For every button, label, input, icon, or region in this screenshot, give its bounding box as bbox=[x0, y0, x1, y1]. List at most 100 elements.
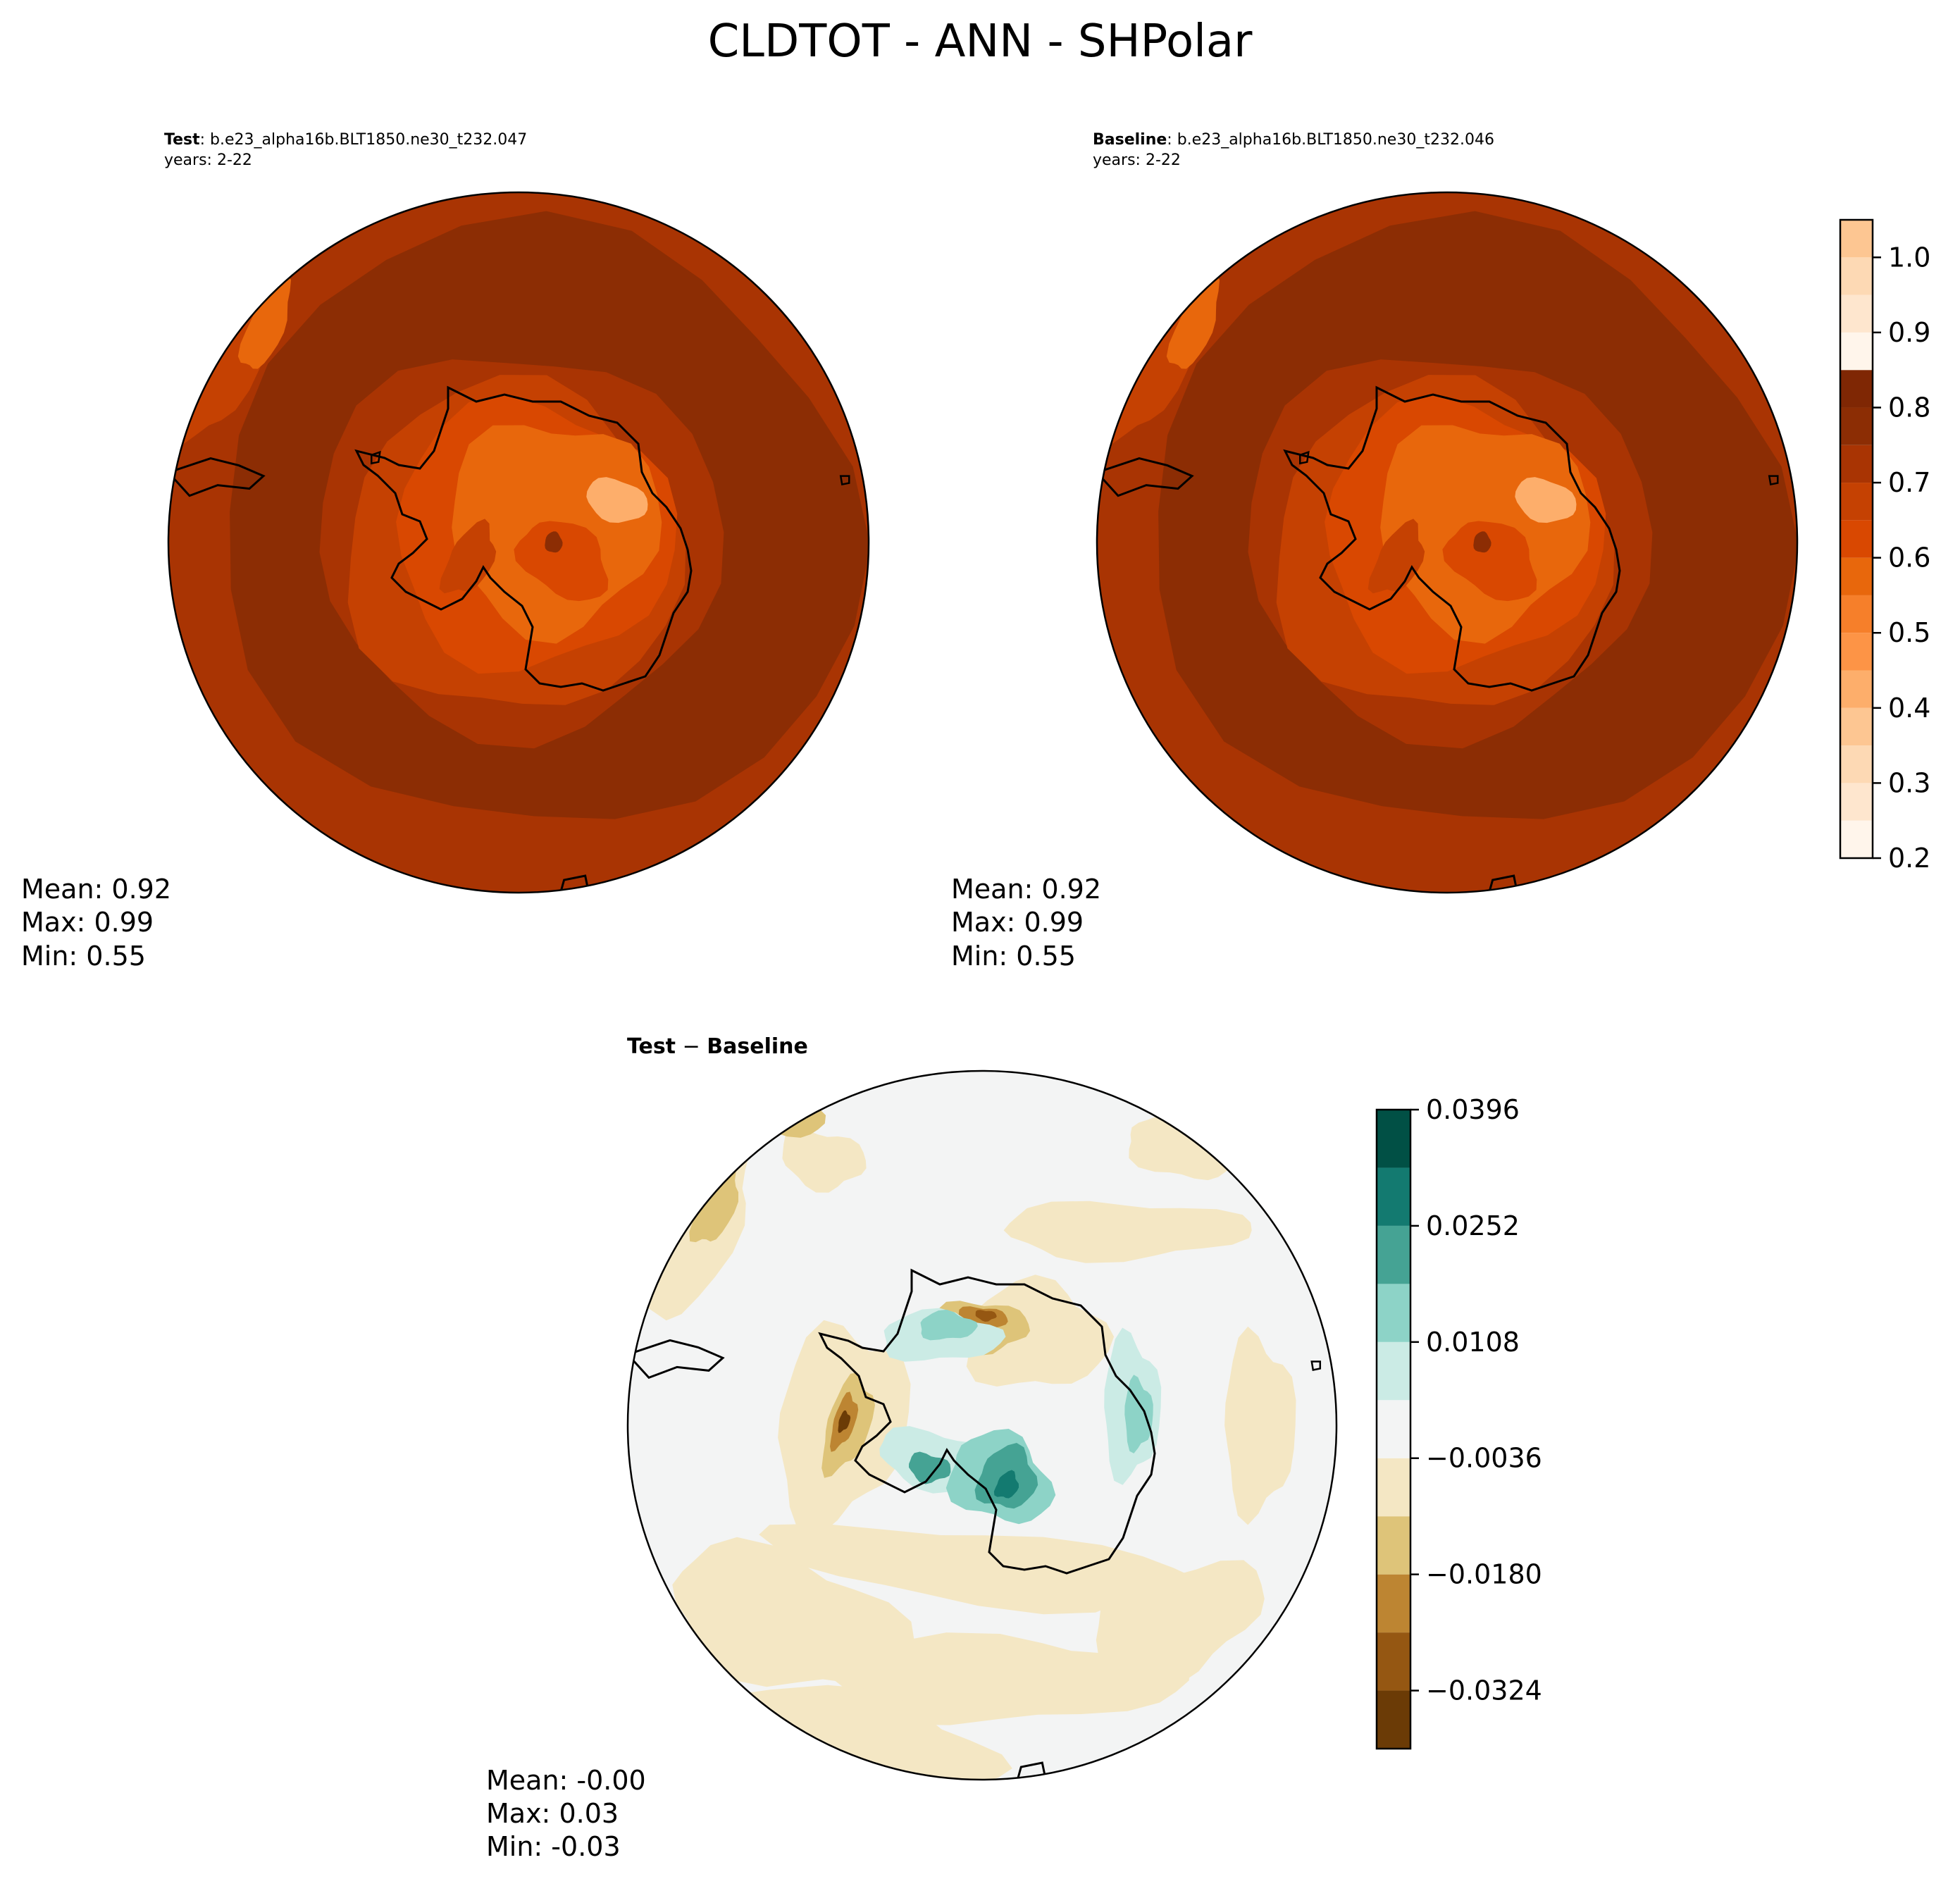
colorbar-seq-swatch bbox=[1840, 445, 1873, 483]
baseline-peninsula-band bbox=[1367, 519, 1425, 594]
colorbar-seq-swatch bbox=[1840, 820, 1873, 858]
baseline-south-america-coast bbox=[1097, 457, 1194, 497]
colorbar-div-tick-label: −0.0180 bbox=[1426, 1559, 1542, 1590]
test-panel-title: Test: b.e23_alpha16b.BLT1850.ne30_t232.0… bbox=[164, 131, 527, 149]
baseline-panel: Baseline: b.e23_alpha16b.BLT1850.ne30_t2… bbox=[951, 131, 1799, 972]
test-plateau-light bbox=[586, 477, 648, 523]
colorbar-div-tick-label: 0.0108 bbox=[1426, 1327, 1520, 1358]
colorbar-div-swatch bbox=[1377, 1574, 1410, 1633]
colorbar-div-swatch bbox=[1377, 1225, 1410, 1284]
colorbar-div-tick-label: 0.0396 bbox=[1426, 1094, 1520, 1125]
colorbar-seq-swatch bbox=[1840, 633, 1873, 671]
test-title-bold: Test bbox=[164, 131, 200, 149]
colorbar-seq-tick-label: 0.6 bbox=[1888, 542, 1930, 573]
colorbar-seq-tick-label: 0.4 bbox=[1888, 693, 1930, 724]
colorbar-sequential: 0.2 0.3 0.4 0.5 0.6 0.7 0.8 0.9 1.0 bbox=[1839, 218, 1930, 874]
colorbar-seq-swatch bbox=[1840, 783, 1873, 821]
baseline-kerguelen-coast bbox=[1768, 475, 1779, 486]
diff-negative-region bbox=[1129, 1114, 1234, 1181]
test-map-boundary bbox=[167, 191, 870, 894]
baseline-panel-title: Baseline: b.e23_alpha16b.BLT1850.ne30_t2… bbox=[1093, 131, 1494, 149]
test-dark-spot bbox=[545, 531, 563, 553]
colorbar-seq-tick-label: 0.2 bbox=[1888, 843, 1930, 874]
difference-stat-min: Min: -0.03 bbox=[486, 1831, 621, 1862]
baseline-title-rest: : b.e23_alpha16b.BLT1850.ne30_t232.046 bbox=[1167, 131, 1494, 149]
test-map bbox=[168, 192, 869, 893]
test-years: years: 2-22 bbox=[164, 151, 252, 169]
colorbar-div-tick-label: 0.0252 bbox=[1426, 1210, 1520, 1241]
diff-nz-coast bbox=[1016, 1761, 1047, 1780]
diff-kerguelen-coast bbox=[1310, 1360, 1322, 1371]
diff-negative-region bbox=[833, 1632, 1190, 1725]
diff-positive-strong bbox=[909, 1451, 951, 1484]
difference-stat-mean: Mean: -0.00 bbox=[486, 1765, 646, 1796]
test-stat-min: Min: 0.55 bbox=[21, 941, 146, 972]
colorbar-seq-swatch bbox=[1840, 707, 1873, 746]
diff-negative-region bbox=[1224, 1326, 1296, 1525]
baseline-map bbox=[1097, 192, 1797, 893]
diff-positive-region bbox=[920, 1309, 978, 1341]
colorbar-div-swatch bbox=[1377, 1167, 1410, 1226]
test-kerguelen-coast bbox=[839, 475, 850, 486]
colorbar-seq-tick-label: 1.0 bbox=[1888, 242, 1930, 273]
test-ocean-patch-light bbox=[237, 275, 292, 369]
colorbar-seq-swatch bbox=[1840, 483, 1873, 521]
test-antarctica-coast bbox=[354, 385, 693, 692]
figure-title: CLDTOT - ANN - SHPolar bbox=[708, 15, 1253, 68]
colorbar-div-swatch bbox=[1377, 1284, 1410, 1342]
baseline-stat-max: Max: 0.99 bbox=[951, 907, 1084, 938]
diff-negative-region bbox=[720, 1072, 826, 1138]
diff-title-op: − bbox=[676, 1034, 707, 1059]
colorbar-div-swatch bbox=[1377, 1341, 1410, 1401]
colorbar-seq-tick-label: 0.3 bbox=[1888, 767, 1930, 798]
colorbar-seq-tick-label: 0.8 bbox=[1888, 392, 1930, 423]
colorbar-seq-swatch bbox=[1840, 294, 1873, 333]
difference-stat-max: Max: 0.03 bbox=[486, 1798, 619, 1829]
colorbar-seq-swatch bbox=[1840, 520, 1873, 558]
baseline-years: years: 2-22 bbox=[1093, 151, 1181, 169]
colorbar-seq-tick-label: 0.9 bbox=[1888, 317, 1930, 348]
colorbar-div-swatch bbox=[1377, 1400, 1410, 1458]
test-south-america-coast bbox=[168, 457, 266, 497]
baseline-interior bbox=[1442, 521, 1537, 602]
baseline-stat-min: Min: 0.55 bbox=[951, 941, 1076, 972]
diff-positive-peak bbox=[993, 1470, 1019, 1499]
test-stat-max: Max: 0.99 bbox=[21, 907, 154, 938]
colorbar-diverging: −0.0324 −0.0180 −0.0036 0.0108 0.0252 0.0396 bbox=[1375, 1094, 1542, 1750]
diff-negative-region bbox=[782, 1129, 867, 1193]
test-stat-mean: Mean: 0.92 bbox=[21, 874, 171, 905]
diff-negative-region bbox=[672, 1537, 914, 1687]
baseline-map-boundary bbox=[1096, 191, 1799, 894]
colorbar-div-swatch bbox=[1377, 1632, 1410, 1691]
colorbar-seq-frame bbox=[1839, 218, 1874, 860]
baseline-nz-coast bbox=[1488, 874, 1519, 893]
diff-negative-region bbox=[759, 1523, 1198, 1615]
baseline-plateau-light bbox=[1515, 477, 1577, 523]
colorbar-seq-swatch bbox=[1840, 220, 1873, 258]
baseline-ocean-patch-light bbox=[1166, 275, 1220, 369]
baseline-dark-spot bbox=[1473, 531, 1491, 553]
colorbar-seq-tick-label: 0.7 bbox=[1888, 467, 1930, 498]
diff-negative-peak bbox=[975, 1310, 997, 1322]
test-panel: Test: b.e23_alpha16b.BLT1850.ne30_t232.0… bbox=[21, 131, 870, 972]
colorbar-seq-swatch bbox=[1840, 370, 1873, 408]
diff-title-bold2: Baseline bbox=[707, 1034, 808, 1059]
diff-south-america-coast bbox=[628, 1339, 725, 1379]
baseline-island-coast bbox=[1299, 450, 1310, 465]
test-interior bbox=[514, 521, 609, 602]
baseline-title-bold: Baseline bbox=[1093, 131, 1167, 149]
colorbar-seq-swatch bbox=[1840, 257, 1873, 295]
colorbar-seq-swatch bbox=[1840, 670, 1873, 708]
diff-negative-region bbox=[966, 1275, 1115, 1387]
test-title-rest: : b.e23_alpha16b.BLT1850.ne30_t232.047 bbox=[200, 131, 528, 149]
difference-map-boundary bbox=[626, 1069, 1338, 1781]
colorbar-seq-swatch bbox=[1840, 745, 1873, 783]
colorbar-div-frame bbox=[1375, 1108, 1412, 1750]
colorbar-seq-swatch bbox=[1840, 407, 1873, 445]
colorbar-div-tick-label: −0.0036 bbox=[1426, 1443, 1542, 1474]
colorbar-seq-swatch bbox=[1840, 557, 1873, 595]
diff-negative-region bbox=[1003, 1201, 1252, 1263]
colorbar-div-swatch bbox=[1377, 1690, 1410, 1749]
colorbar-div-swatch bbox=[1377, 1516, 1410, 1575]
colorbar-div-tick-label: −0.0324 bbox=[1426, 1675, 1542, 1706]
